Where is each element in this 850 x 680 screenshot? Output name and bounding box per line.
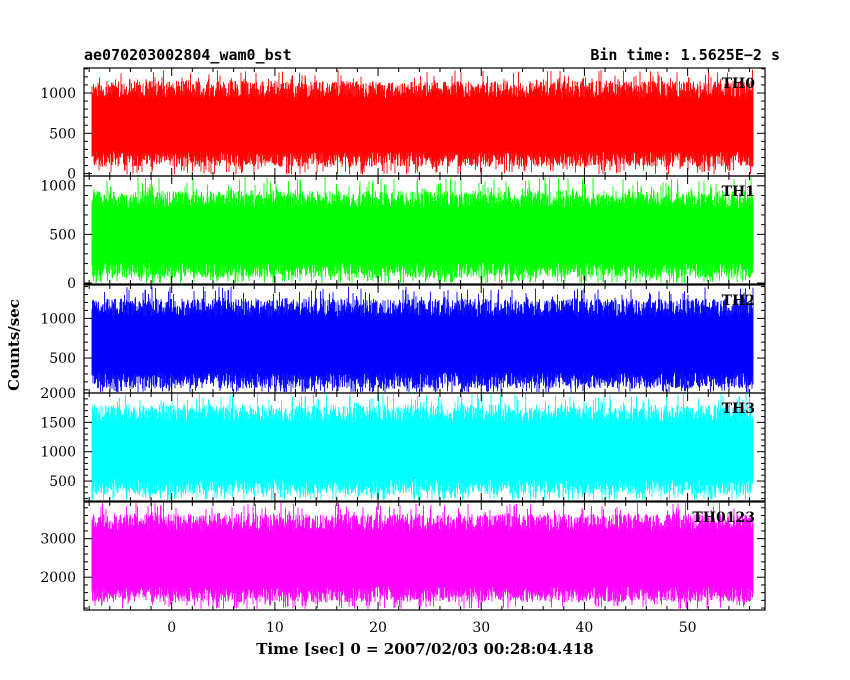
x-tick-label: 20 <box>369 620 387 636</box>
y-tick-label: 0 <box>67 276 76 292</box>
x-tick-label: 50 <box>679 620 697 636</box>
y-tick-label: 500 <box>49 351 76 367</box>
panel-label: TH1 <box>722 184 755 200</box>
y-tick-label: 2000 <box>40 570 76 586</box>
y-axis-title: Counts/sec <box>5 299 23 391</box>
panel-label: TH2 <box>722 293 755 309</box>
panel-label: TH3 <box>722 401 755 417</box>
x-tick-label: 10 <box>266 620 284 636</box>
series-line-th1 <box>91 177 754 283</box>
y-tick-label: 500 <box>49 126 76 142</box>
x-tick-label: 0 <box>167 620 176 636</box>
series-line-th0 <box>91 69 754 175</box>
y-tick-label: 1000 <box>40 445 76 461</box>
x-axis-title: Time [sec] 0 = 2007/02/03 00:28:04.418 <box>256 640 593 658</box>
y-tick-label: 1000 <box>40 311 76 327</box>
panel-label: TH0123 <box>692 510 755 526</box>
y-tick-label: 0 <box>67 167 76 183</box>
panel-frame-th0123 <box>83 501 766 611</box>
series-line-th0123 <box>91 503 754 609</box>
y-tick-label: 1000 <box>40 179 76 195</box>
y-tick-label: 500 <box>49 474 76 490</box>
y-tick-label: 3000 <box>40 532 76 548</box>
y-tick-label: 1500 <box>40 415 76 431</box>
panel-frame-th1 <box>83 175 766 285</box>
header-title: ae070203002804_wam0_bst <box>84 46 292 64</box>
y-tick-label: 1000 <box>40 86 76 102</box>
y-tick-label: 2000 <box>40 386 76 402</box>
x-tick-label: 30 <box>472 620 490 636</box>
series-line-th3 <box>91 394 754 500</box>
panel-th0123: 2000 3000 TH0123 <box>40 501 766 611</box>
panel-th3: 500 1000 1500 2000 TH3 <box>40 386 766 502</box>
series-line-th2 <box>91 286 754 392</box>
panel-frame-th3 <box>83 392 766 502</box>
panel-th1: 0 500 1000 TH1 <box>40 175 766 292</box>
panel-th0: 0 500 1000 TH0 <box>40 67 766 183</box>
y-tick-label: 500 <box>49 227 76 243</box>
x-tick-label: 40 <box>576 620 594 636</box>
panel-label: TH0 <box>722 76 756 92</box>
header-bin-time: Bin time: 1.5625E−2 s <box>590 46 780 64</box>
panel-th2: 500 1000 TH2 <box>40 284 766 394</box>
